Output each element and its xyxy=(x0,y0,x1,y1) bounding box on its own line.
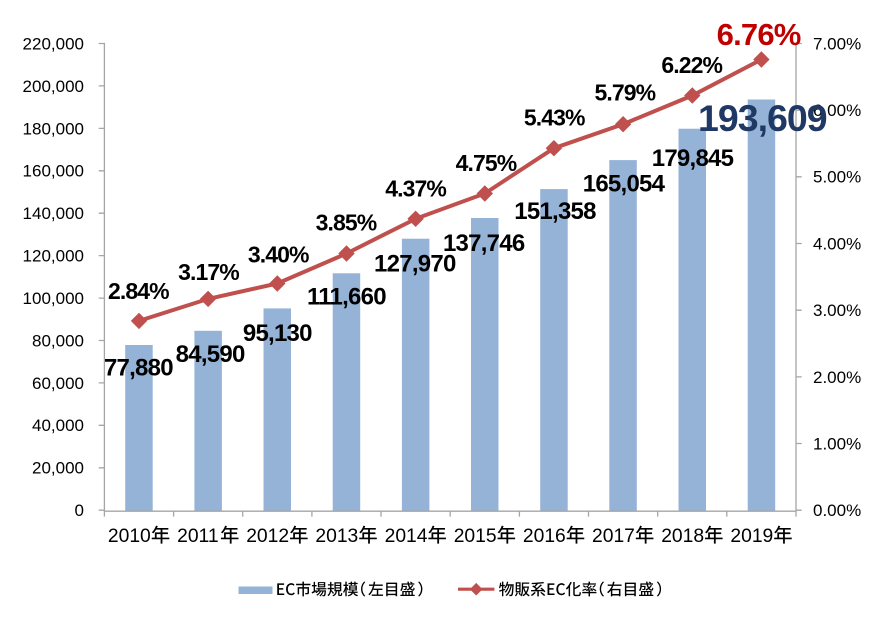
svg-text:2011: 2011 xyxy=(177,526,218,547)
svg-text:5.00%: 5.00% xyxy=(813,168,861,187)
svg-text:77,880: 77,880 xyxy=(104,355,173,382)
svg-text:100,000: 100,000 xyxy=(23,289,84,308)
svg-text:127,970: 127,970 xyxy=(374,251,456,278)
svg-text:0.00%: 0.00% xyxy=(813,501,861,520)
svg-text:2014: 2014 xyxy=(385,526,428,547)
svg-text:0: 0 xyxy=(75,501,84,520)
svg-text:84,590: 84,590 xyxy=(176,341,245,368)
svg-text:140,000: 140,000 xyxy=(23,204,84,223)
svg-text:6.22%: 6.22% xyxy=(661,52,722,78)
svg-text:180,000: 180,000 xyxy=(23,119,84,138)
svg-text:2010: 2010 xyxy=(108,526,151,547)
svg-text:220,000: 220,000 xyxy=(23,34,84,53)
svg-text:80,000: 80,000 xyxy=(32,331,84,350)
svg-text:120,000: 120,000 xyxy=(23,247,84,266)
svg-text:193,609: 193,609 xyxy=(698,97,827,139)
svg-text:137,746: 137,746 xyxy=(443,230,525,257)
svg-text:3.40%: 3.40% xyxy=(248,241,309,267)
svg-text:2016: 2016 xyxy=(523,526,566,547)
svg-text:3.00%: 3.00% xyxy=(813,301,861,320)
svg-text:2019: 2019 xyxy=(730,526,773,547)
svg-text:2012: 2012 xyxy=(246,526,289,547)
svg-text:60,000: 60,000 xyxy=(32,374,84,393)
svg-text:179,845: 179,845 xyxy=(652,145,734,172)
svg-text:165,054: 165,054 xyxy=(583,170,666,197)
svg-text:5.43%: 5.43% xyxy=(524,105,585,131)
svg-text:2015: 2015 xyxy=(454,526,497,547)
svg-text:6.00%: 6.00% xyxy=(813,101,861,120)
svg-text:7.00%: 7.00% xyxy=(813,34,861,53)
svg-text:2018: 2018 xyxy=(661,526,704,547)
svg-text:20,000: 20,000 xyxy=(32,459,84,478)
svg-text:4.75%: 4.75% xyxy=(456,150,517,176)
svg-text:95,130: 95,130 xyxy=(243,320,312,347)
svg-text:4.00%: 4.00% xyxy=(813,234,861,253)
svg-text:2.00%: 2.00% xyxy=(813,368,861,387)
svg-text:2013: 2013 xyxy=(315,526,358,547)
svg-text:6.76%: 6.76% xyxy=(717,17,801,52)
svg-text:151,358: 151,358 xyxy=(514,198,596,225)
svg-text:3.85%: 3.85% xyxy=(316,210,377,236)
svg-text:160,000: 160,000 xyxy=(23,162,84,181)
svg-text:5.79%: 5.79% xyxy=(594,80,655,106)
svg-text:2.84%: 2.84% xyxy=(108,278,169,304)
svg-text:111,660: 111,660 xyxy=(307,284,386,311)
svg-text:200,000: 200,000 xyxy=(23,77,84,96)
svg-text:3.17%: 3.17% xyxy=(178,259,239,285)
svg-text:1.00%: 1.00% xyxy=(813,434,861,453)
svg-text:40,000: 40,000 xyxy=(32,416,84,435)
svg-text:2017: 2017 xyxy=(592,526,635,547)
svg-text:4.37%: 4.37% xyxy=(385,175,446,201)
